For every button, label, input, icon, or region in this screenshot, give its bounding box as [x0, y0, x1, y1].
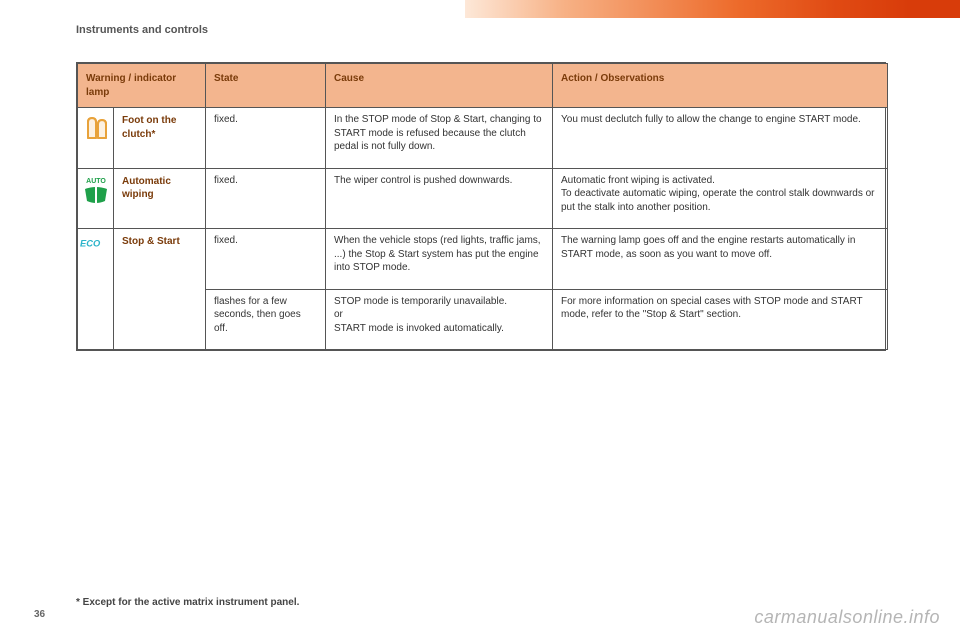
lamp-action: You must declutch fully to allow the cha… — [553, 108, 888, 169]
lamp-state: fixed. — [206, 168, 326, 229]
lamp-action: Automatic front wiping is activated.To d… — [553, 168, 888, 229]
eco-icon: ECO — [80, 235, 112, 251]
header-state: State — [206, 64, 326, 108]
topbar-white-segment — [0, 0, 465, 18]
lamp-state: fixed. — [206, 229, 326, 290]
lamp-cause: In the STOP mode of Stop & Start, changi… — [326, 108, 553, 169]
page-number: 36 — [34, 609, 45, 620]
table-header-row: Warning / indicator lamp State Cause Act… — [78, 64, 888, 108]
icon-cell-foot-clutch — [78, 108, 114, 169]
lamp-action: For more information on special cases wi… — [553, 289, 888, 350]
auto-wiping-icon: AUTO — [81, 175, 111, 207]
lamp-name: Automatic wiping — [114, 168, 206, 229]
svg-text:ECO: ECO — [80, 238, 101, 248]
lamp-action: The warning lamp goes off and the engine… — [553, 229, 888, 290]
icon-cell-stop-start: ECO — [78, 229, 114, 350]
lamp-cause: When the vehicle stops (red lights, traf… — [326, 229, 553, 290]
lamp-state: flashes for a few seconds, then goes off… — [206, 289, 326, 350]
header-action: Action / Observations — [553, 64, 888, 108]
topbar-gradient-segment — [465, 0, 960, 18]
svg-text:AUTO: AUTO — [86, 178, 106, 185]
header-warning-lamp: Warning / indicator lamp — [78, 64, 206, 108]
footnote: * Except for the active matrix instrumen… — [76, 597, 299, 608]
manual-page: Instruments and controls Warning / indic… — [0, 0, 960, 640]
lamp-cause: The wiper control is pushed downwards. — [326, 168, 553, 229]
warning-lamp-table: Warning / indicator lamp State Cause Act… — [76, 62, 886, 351]
section-title: Instruments and controls — [76, 24, 208, 36]
table-row: ECO Stop & Start fixed. When the vehicle… — [78, 229, 888, 290]
lamp-cause: STOP mode is temporarily unavailable.orS… — [326, 289, 553, 350]
lamp-name: Foot on the clutch* — [114, 108, 206, 169]
icon-cell-auto-wiping: AUTO — [78, 168, 114, 229]
table-row: Foot on the clutch* fixed. In the STOP m… — [78, 108, 888, 169]
lamp-state: fixed. — [206, 108, 326, 169]
top-gradient-bar — [0, 0, 960, 18]
header-cause: Cause — [326, 64, 553, 108]
lamp-name: Stop & Start — [114, 229, 206, 350]
table-row: AUTO Automatic wiping fixed. The wiper c… — [78, 168, 888, 229]
watermark: carmanualsonline.info — [754, 607, 940, 628]
foot-clutch-icon — [82, 114, 110, 142]
